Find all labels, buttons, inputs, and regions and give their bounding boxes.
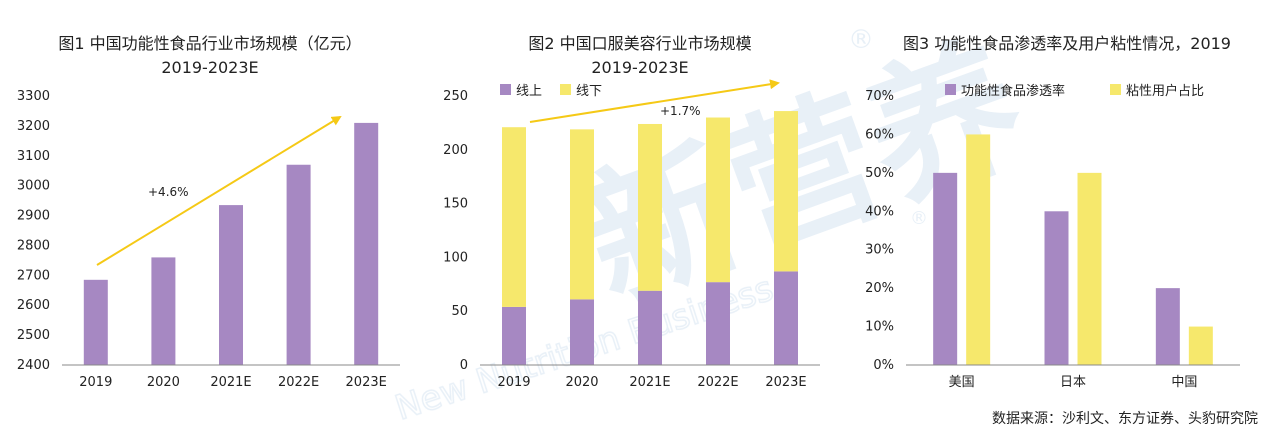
chart-3-y-tick: 40% bbox=[865, 204, 894, 219]
chart-3-bar-sticky-users bbox=[1188, 326, 1213, 365]
chart-2-y-tick: 200 bbox=[443, 143, 468, 158]
chart-1-x-tick: 2019 bbox=[79, 375, 112, 390]
chart-3-bar-penetration bbox=[1155, 288, 1180, 365]
chart-2-bar-segment-online bbox=[706, 282, 730, 365]
chart-2-bar-segment-offline bbox=[570, 129, 594, 300]
chart-3-y-tick: 10% bbox=[865, 320, 894, 335]
chart-2-y-tick: 250 bbox=[443, 89, 468, 104]
chart-3-legend-swatch bbox=[1110, 84, 1121, 95]
chart-2-bar-segment-online bbox=[638, 290, 662, 365]
watermark-registered-mark: ® bbox=[848, 25, 874, 55]
chart-1-bar bbox=[219, 205, 243, 365]
chart-1-bar bbox=[151, 257, 176, 365]
chart-1-bar bbox=[83, 279, 108, 365]
chart-1: 图1 中国功能性食品行业市场规模（亿元） 2019-2023E 2400 2500… bbox=[17, 34, 400, 390]
chart-3-x-tick: 中国 bbox=[1171, 375, 1197, 390]
chart-2-legend-label: 线上 bbox=[516, 84, 542, 99]
chart-2-bar-segment-offline bbox=[638, 123, 662, 291]
chart-1-y-tick: 2700 bbox=[17, 268, 50, 283]
chart-1-y-tick: 2900 bbox=[17, 209, 50, 224]
chart-2-x-tick: 2022E bbox=[697, 375, 738, 390]
chart-2-bar-segment-offline bbox=[502, 127, 526, 307]
chart-2-x-tick: 2020 bbox=[565, 375, 598, 390]
chart-2-x-tick: 2019 bbox=[497, 375, 530, 390]
chart-2-trend-arrow bbox=[529, 79, 780, 123]
chart-3-bar-sticky-users bbox=[1077, 172, 1102, 365]
chart-3-y-tick: 60% bbox=[865, 127, 894, 142]
chart-2-bar-segment-online bbox=[502, 306, 526, 365]
chart-2-legend-swatch bbox=[560, 84, 571, 95]
chart-2-x-tick: 2023E bbox=[765, 375, 806, 390]
chart-2-subtitle: 2019-2023E bbox=[591, 58, 688, 77]
chart-3-bar-penetration bbox=[1044, 211, 1069, 365]
chart-2-annotation: +1.7% bbox=[660, 104, 701, 118]
chart-1-y-tick: 2600 bbox=[17, 298, 50, 313]
chart-1-x-tick: 2022E bbox=[278, 375, 319, 390]
chart-1-x-tick: 2020 bbox=[147, 375, 180, 390]
chart-1-x-tick: 2021E bbox=[210, 375, 251, 390]
chart-3-y-tick: 0% bbox=[873, 358, 894, 373]
chart-2-bar-segment-offline bbox=[706, 117, 730, 283]
chart-3-x-tick: 日本 bbox=[1060, 375, 1086, 390]
chart-3-legend-label: 粘性用户占比 bbox=[1126, 83, 1204, 99]
chart-3-y-tick: 50% bbox=[865, 166, 894, 181]
chart-1-y-tick: 2400 bbox=[17, 358, 50, 373]
chart-2-legend-label: 线下 bbox=[576, 84, 602, 99]
chart-1-y-tick: 2800 bbox=[17, 238, 50, 253]
chart-2-bar-segment-online bbox=[774, 271, 798, 365]
chart-1-y-tick: 2500 bbox=[17, 328, 50, 343]
chart-3: 图3 功能性食品渗透率及用户粘性情况，2019 功能性食品渗透率 粘性用户占比 0… bbox=[865, 34, 1240, 390]
chart-3-y-tick: 70% bbox=[865, 89, 894, 104]
chart-1-title: 图1 中国功能性食品行业市场规模（亿元） bbox=[58, 34, 361, 53]
watermark-registered-mark-small: ® bbox=[910, 208, 928, 229]
chart-3-y-tick: 30% bbox=[865, 243, 894, 258]
chart-1-y-tick: 3200 bbox=[17, 119, 50, 134]
chart-2-y-tick: 150 bbox=[443, 197, 468, 212]
chart-1-bar bbox=[286, 164, 311, 365]
chart-3-legend-label: 功能性食品渗透率 bbox=[961, 83, 1065, 99]
chart-1-bar bbox=[354, 122, 379, 366]
chart-2-y-tick: 0 bbox=[460, 358, 468, 373]
data-source: 数据来源：沙利文、东方证券、头豹研究院 bbox=[992, 411, 1258, 427]
chart-3-bar-penetration bbox=[933, 172, 958, 365]
chart-2-bar-segment-online bbox=[570, 299, 594, 365]
chart-1-subtitle: 2019-2023E bbox=[161, 58, 258, 77]
chart-1-annotation: +4.6% bbox=[148, 185, 189, 199]
chart-2-y-tick: 50 bbox=[451, 304, 468, 319]
chart-2-y-tick: 100 bbox=[443, 250, 468, 265]
chart-1-y-tick: 3100 bbox=[17, 149, 50, 164]
chart-2: 图2 中国口服美容行业市场规模 2019-2023E 线上 线下 0 50 100 15… bbox=[443, 34, 820, 390]
chart-1-y-tick: 3300 bbox=[17, 89, 50, 104]
chart-2-x-tick: 2021E bbox=[629, 375, 670, 390]
chart-2-bar-segment-offline bbox=[774, 111, 798, 272]
chart-3-y-tick: 20% bbox=[865, 281, 894, 296]
chart-3-title: 图3 功能性食品渗透率及用户粘性情况，2019 bbox=[903, 34, 1231, 53]
chart-3-legend-swatch bbox=[945, 84, 956, 95]
chart-3-bar-sticky-users bbox=[966, 134, 991, 365]
chart-3-x-tick: 美国 bbox=[949, 375, 975, 390]
chart-1-trend-arrow bbox=[96, 115, 342, 266]
chart-1-x-tick: 2023E bbox=[346, 375, 387, 390]
chart-2-legend-swatch bbox=[500, 84, 511, 95]
chart-2-title: 图2 中国口服美容行业市场规模 bbox=[528, 34, 751, 53]
chart-1-y-tick: 3000 bbox=[17, 179, 50, 194]
